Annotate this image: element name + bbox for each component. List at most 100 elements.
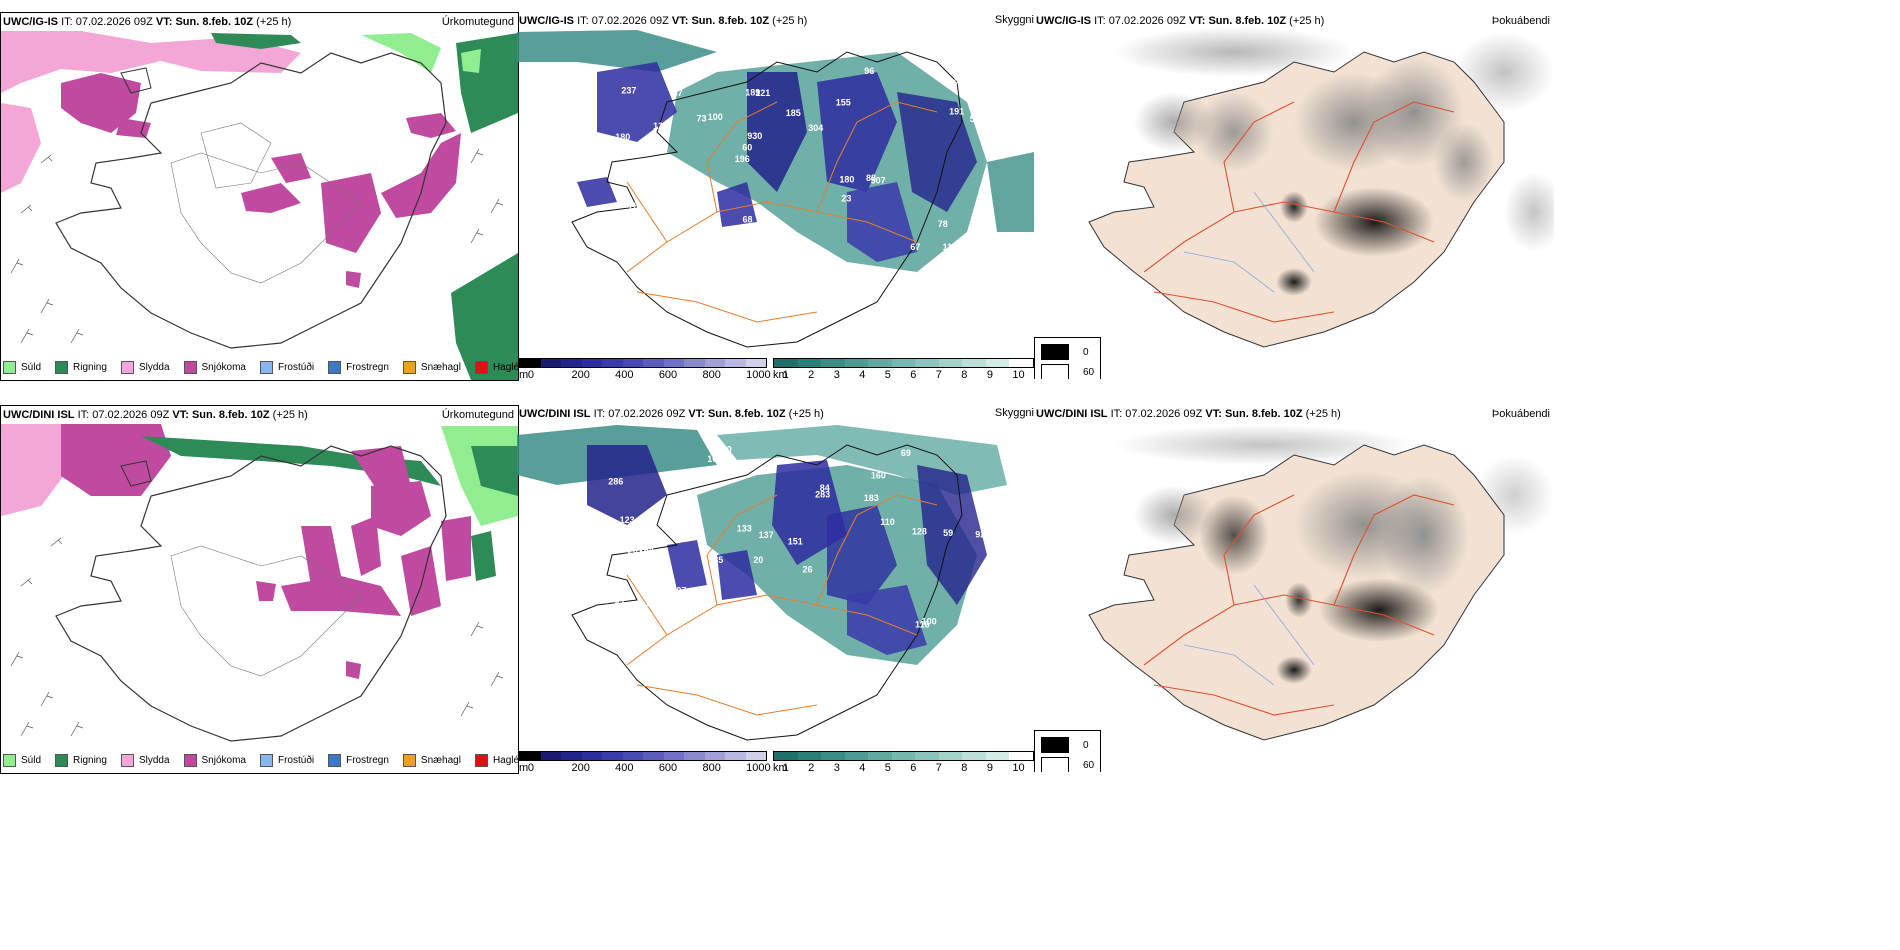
scale-step (938, 359, 963, 367)
cloud-base-label: 116 (915, 619, 930, 629)
visibility-scale: km 1 2 3 4 5 6 7 8 9 10 (773, 358, 1034, 379)
scale-step (581, 359, 602, 367)
scale-tick-label: 2 (808, 762, 815, 772)
scale-tick-label: 0 (527, 369, 534, 379)
panel-title: Úrkomutegund (441, 409, 514, 421)
fog-swatch (1041, 737, 1069, 753)
fog-label: 0 (1083, 739, 1089, 751)
fog-swatch (1041, 344, 1069, 360)
scale-step (725, 752, 746, 760)
scale-step (1009, 752, 1034, 760)
panel-title: Úrkomutegund (441, 16, 514, 28)
height-scale: m 0 200 400 600 800 1000 (519, 358, 771, 379)
scale-tick-label: 9 (986, 762, 993, 772)
scale-step (684, 752, 705, 760)
it-label: IT: (1110, 408, 1123, 420)
precip-legend-item: Snjókoma (183, 361, 246, 374)
cloud-base-label: 180 (839, 174, 854, 184)
legend-label: Haglél (492, 362, 519, 373)
scale-step (622, 359, 643, 367)
it-value: 07.02.2026 09Z (591, 15, 669, 27)
scale-step (684, 359, 705, 367)
cloud-base-label: 286 (608, 477, 623, 487)
cloud-base-label: 283 (815, 490, 830, 500)
scale-step (915, 359, 939, 367)
panel-title: Skyggni (994, 407, 1034, 419)
fog-label: 60 (1083, 759, 1095, 771)
legend-label: Frostregn (346, 755, 389, 766)
vt-value: Sun. 8.feb. 10Z (175, 16, 254, 28)
legend-label: Slydda (138, 755, 170, 766)
legend-label: Snæhagl (420, 362, 461, 373)
cloud-base-label: 183 (864, 493, 879, 503)
panel-title: Skyggni (994, 14, 1034, 26)
precip-legend-item: Haglél (474, 361, 519, 374)
cloud-base-label: 107 (671, 585, 686, 595)
height-scale-labels: m 0 200 400 600 800 1000 (519, 368, 771, 379)
vt-label: VT: (172, 409, 189, 421)
legend-label: Snæhagl (420, 755, 461, 766)
fog-map (1088, 425, 1554, 741)
precip-legend-item: Súld (3, 754, 41, 767)
legend-swatch (259, 361, 273, 374)
lead-time: (+25 h) (272, 409, 308, 421)
vt-value: Sun. 8.feb. 10Z (1224, 408, 1303, 420)
cloud-base-label: 186 (986, 125, 1001, 135)
it-value: 07.02.2026 09Z (92, 409, 170, 421)
fog-label: 60 (1083, 366, 1095, 378)
precip-panel-bottom: UWC/DINI ISL IT: 07.02.2026 09Z VT: Sun.… (0, 405, 519, 774)
vt-value: Sun. 8.feb. 10Z (707, 408, 786, 420)
scale-step (704, 359, 725, 367)
precip-panel-top: UWC/IG-IS IT: 07.02.2026 09Z VT: Sun. 8.… (0, 12, 519, 381)
cloud-base-label: 26 (803, 564, 813, 574)
cloud-base-label: 100 (663, 224, 678, 234)
precip-legend-item: Snæhagl (402, 361, 461, 374)
lead-time: (+25 h) (256, 16, 292, 28)
scale-step (561, 359, 582, 367)
precip-legend-item: Slydda (120, 361, 170, 374)
cloud-base-label: 94 (615, 600, 625, 610)
visibility-scale-labels: km 1 2 3 4 5 6 7 8 9 10 (773, 368, 1034, 379)
cloud-base-label: 151 (788, 537, 803, 547)
it-value: 07.02.2026 09Z (608, 408, 686, 420)
legend-swatch (55, 754, 69, 767)
cloud-base-label: 196 (735, 154, 750, 164)
legend-swatch (474, 361, 488, 374)
cloud-base-label: 100 (708, 112, 723, 122)
scale-tick-label: 10 (1012, 369, 1025, 379)
cloud-base-label: 88 (866, 173, 876, 183)
scale-tick-label: 200 (571, 369, 590, 379)
scale-tick-label: 4 (859, 369, 866, 379)
fog-legend: 0 60 (1034, 337, 1102, 379)
scale-step (745, 752, 766, 760)
legend-label: Súld (21, 755, 42, 766)
cloud-base-label: 67 (673, 88, 683, 98)
lead-time: (+25 h) (1289, 15, 1325, 27)
scale-step (725, 359, 746, 367)
legend-label: Rigning (73, 362, 107, 373)
scale-step (540, 359, 561, 367)
cloud-base-label: 78 (938, 219, 948, 229)
fog-panel-bottom: UWC/DINI ISL IT: 07.02.2026 09Z VT: Sun.… (1034, 405, 1554, 772)
cloud-base-label: 92 (975, 530, 985, 540)
scale-step (938, 752, 963, 760)
cloud-base-label: 113 (789, 254, 804, 264)
fog-legend-row: 60 (1041, 755, 1094, 772)
scale-step (985, 752, 1010, 760)
legend-label: Súld (21, 362, 42, 373)
legend-swatch (328, 754, 342, 767)
scale-tick-label: 800 (702, 369, 721, 379)
fog-legend-row: 60 (1041, 362, 1094, 379)
legend-swatch (3, 361, 16, 374)
scale-step (868, 752, 892, 760)
lead-time: (+25 h) (1305, 408, 1341, 420)
scale-step (774, 359, 798, 367)
it-label: IT: (77, 409, 90, 421)
it-value: 07.02.2026 09Z (1108, 15, 1186, 27)
cloud-base-label: 67 (910, 242, 920, 252)
scale-unit: m (519, 762, 529, 772)
scale-step (704, 752, 725, 760)
vt-label: VT: (1188, 15, 1206, 27)
legend-label: Rigning (73, 755, 107, 766)
it-value: 07.02.2026 09Z (75, 16, 153, 28)
